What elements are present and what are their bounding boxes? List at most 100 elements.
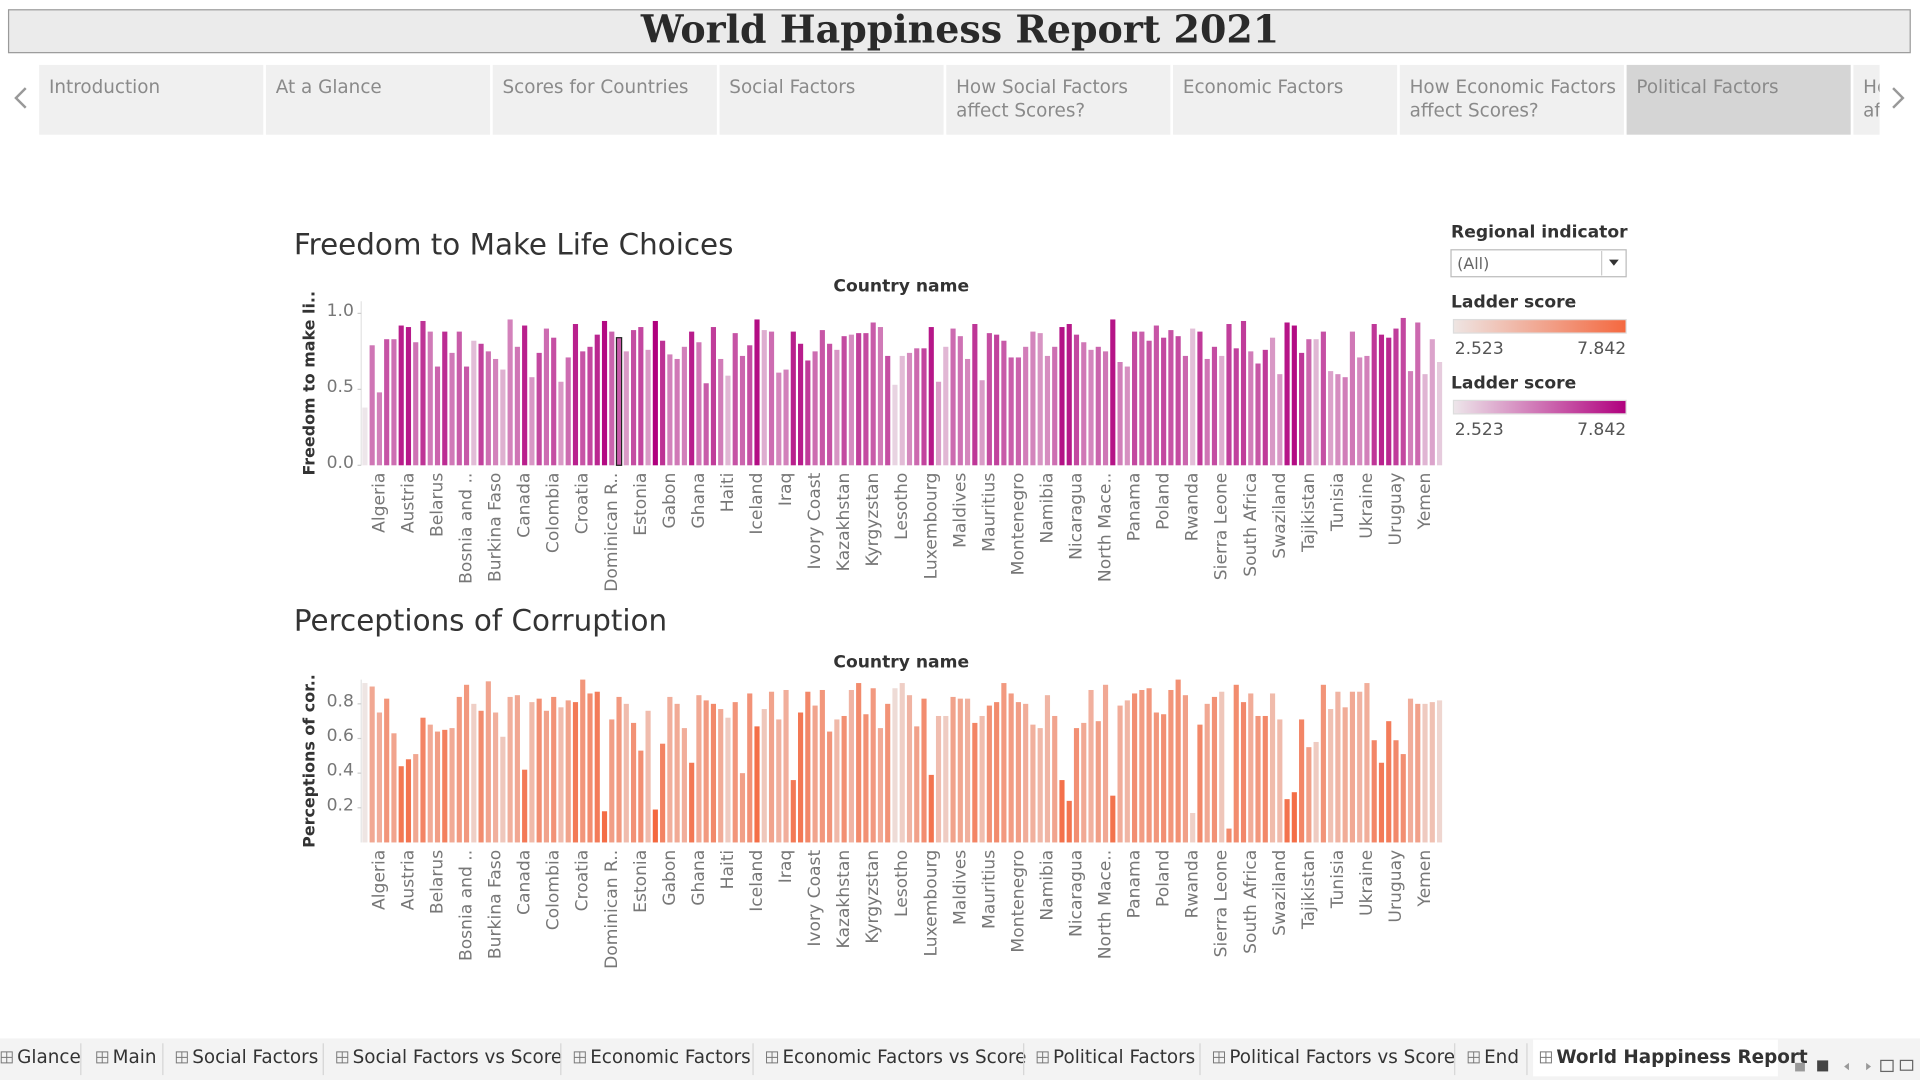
filter-dropdown[interactable] <box>1450 249 1627 278</box>
bar <box>362 683 368 843</box>
sheet-tab-label[interactable]: World Happiness Report <box>1556 1047 1808 1068</box>
control-icon[interactable] <box>1795 1062 1805 1072</box>
bar <box>681 728 687 843</box>
x-tick-label: Iceland <box>747 473 767 535</box>
bar <box>710 703 717 843</box>
bar <box>1284 322 1290 466</box>
charts: Freedom to Make Life Choices Country name… <box>294 228 1443 969</box>
bar <box>630 330 637 466</box>
nav-tab[interactable] <box>946 64 1171 135</box>
nav-tab-label: How Social Factors <box>956 77 1128 98</box>
nav-tab[interactable] <box>1399 64 1624 135</box>
bar <box>914 348 920 466</box>
sheet-tab-label[interactable]: Main <box>113 1047 157 1068</box>
bar <box>485 351 491 466</box>
bar <box>841 336 847 466</box>
bar <box>645 710 651 843</box>
nav-tab[interactable] <box>1173 64 1398 135</box>
bar <box>1124 700 1130 843</box>
bar <box>754 726 760 843</box>
bar <box>1422 374 1428 466</box>
bar <box>1233 348 1239 466</box>
chart-title: Perceptions of Corruption <box>294 604 667 638</box>
sheet-tab-label[interactable]: Economic Factors vs Score <box>782 1047 1026 1068</box>
control-icon[interactable] <box>1899 1059 1914 1071</box>
bar <box>979 715 985 843</box>
bar <box>1182 695 1188 843</box>
y-tick-label: 0.2 <box>327 795 354 815</box>
nav-tab[interactable] <box>1853 64 1920 135</box>
bar <box>536 698 542 843</box>
x-tick-label: Kyrgyzstan <box>863 850 883 944</box>
y-tick-label: 0.5 <box>327 377 354 397</box>
bar <box>790 780 796 843</box>
bar <box>1073 728 1080 843</box>
bar <box>456 696 462 843</box>
x-tick-label: Uruguay <box>1386 850 1406 923</box>
x-tick-label: Rwanda <box>1183 850 1203 919</box>
bar <box>805 360 811 466</box>
bar <box>478 343 484 466</box>
sheet-tabs: Glance Main Social Factors Social Factors v… <box>0 1039 1808 1077</box>
sheet-tab-label[interactable]: Economic Factors <box>590 1047 750 1068</box>
x-tick-label: Namibia <box>1037 473 1057 544</box>
bar <box>1037 728 1043 843</box>
bar <box>1110 795 1116 843</box>
x-tick-label: Burkina Faso <box>486 850 506 959</box>
bar <box>768 331 775 466</box>
bar <box>463 366 470 466</box>
control-icon[interactable] <box>1866 1062 1872 1071</box>
nav-tab[interactable] <box>492 64 717 135</box>
bar <box>1204 703 1210 843</box>
nav-tab-label: How Economic Factors <box>1410 77 1616 98</box>
sheet-tab-label[interactable]: Social Factors vs Score <box>353 1047 563 1068</box>
nav-next[interactable] <box>1892 87 1905 109</box>
control-icon[interactable] <box>1817 1060 1829 1072</box>
sheet-tab-label[interactable]: Glance <box>17 1047 81 1068</box>
nav-tab[interactable] <box>265 64 491 135</box>
bar <box>1400 317 1406 466</box>
sheet-tab-label[interactable]: Social Factors <box>192 1047 318 1068</box>
bar <box>1313 741 1319 843</box>
bar <box>1429 702 1435 843</box>
bar <box>601 320 608 466</box>
bar <box>674 703 680 843</box>
bar <box>870 322 876 466</box>
nav-tab[interactable] <box>719 64 944 135</box>
bar <box>638 750 644 843</box>
bar <box>558 381 564 466</box>
bar <box>935 381 942 466</box>
x-tick-label: Bosnia and .. <box>457 850 477 961</box>
bar <box>1357 691 1363 843</box>
bar <box>935 715 942 843</box>
chart-title: Freedom to Make Life Choices <box>294 228 734 262</box>
bar <box>994 702 1000 843</box>
nav-tab[interactable] <box>1626 64 1851 135</box>
nav-prev[interactable] <box>14 87 27 109</box>
bar <box>1015 357 1021 466</box>
nav-tab[interactable] <box>39 64 264 135</box>
filter-title: Regional indicator <box>1451 223 1628 243</box>
bar <box>1349 691 1355 843</box>
sheet-tab-label[interactable]: Political Factors vs Score <box>1229 1047 1455 1068</box>
filter-value: (All) <box>1457 254 1489 273</box>
bar <box>536 352 542 466</box>
sheet-tab-label[interactable]: Political Factors <box>1053 1047 1195 1068</box>
bar <box>1248 351 1254 466</box>
x-tick-label: Dominican R.. <box>602 850 622 969</box>
title-bar <box>7 9 1911 54</box>
control-icon[interactable] <box>1880 1059 1894 1073</box>
bar <box>979 380 985 466</box>
bar <box>405 759 412 843</box>
bar <box>856 683 862 843</box>
x-tick-label: Algeria <box>369 473 389 533</box>
control-icon[interactable] <box>1844 1062 1849 1071</box>
sheet-tab-label[interactable]: End <box>1484 1047 1519 1068</box>
bar <box>434 731 441 843</box>
bar <box>928 327 934 466</box>
bar <box>362 407 368 466</box>
bar <box>696 342 702 466</box>
bar <box>790 331 796 466</box>
bar <box>449 352 455 466</box>
bar <box>718 358 724 466</box>
